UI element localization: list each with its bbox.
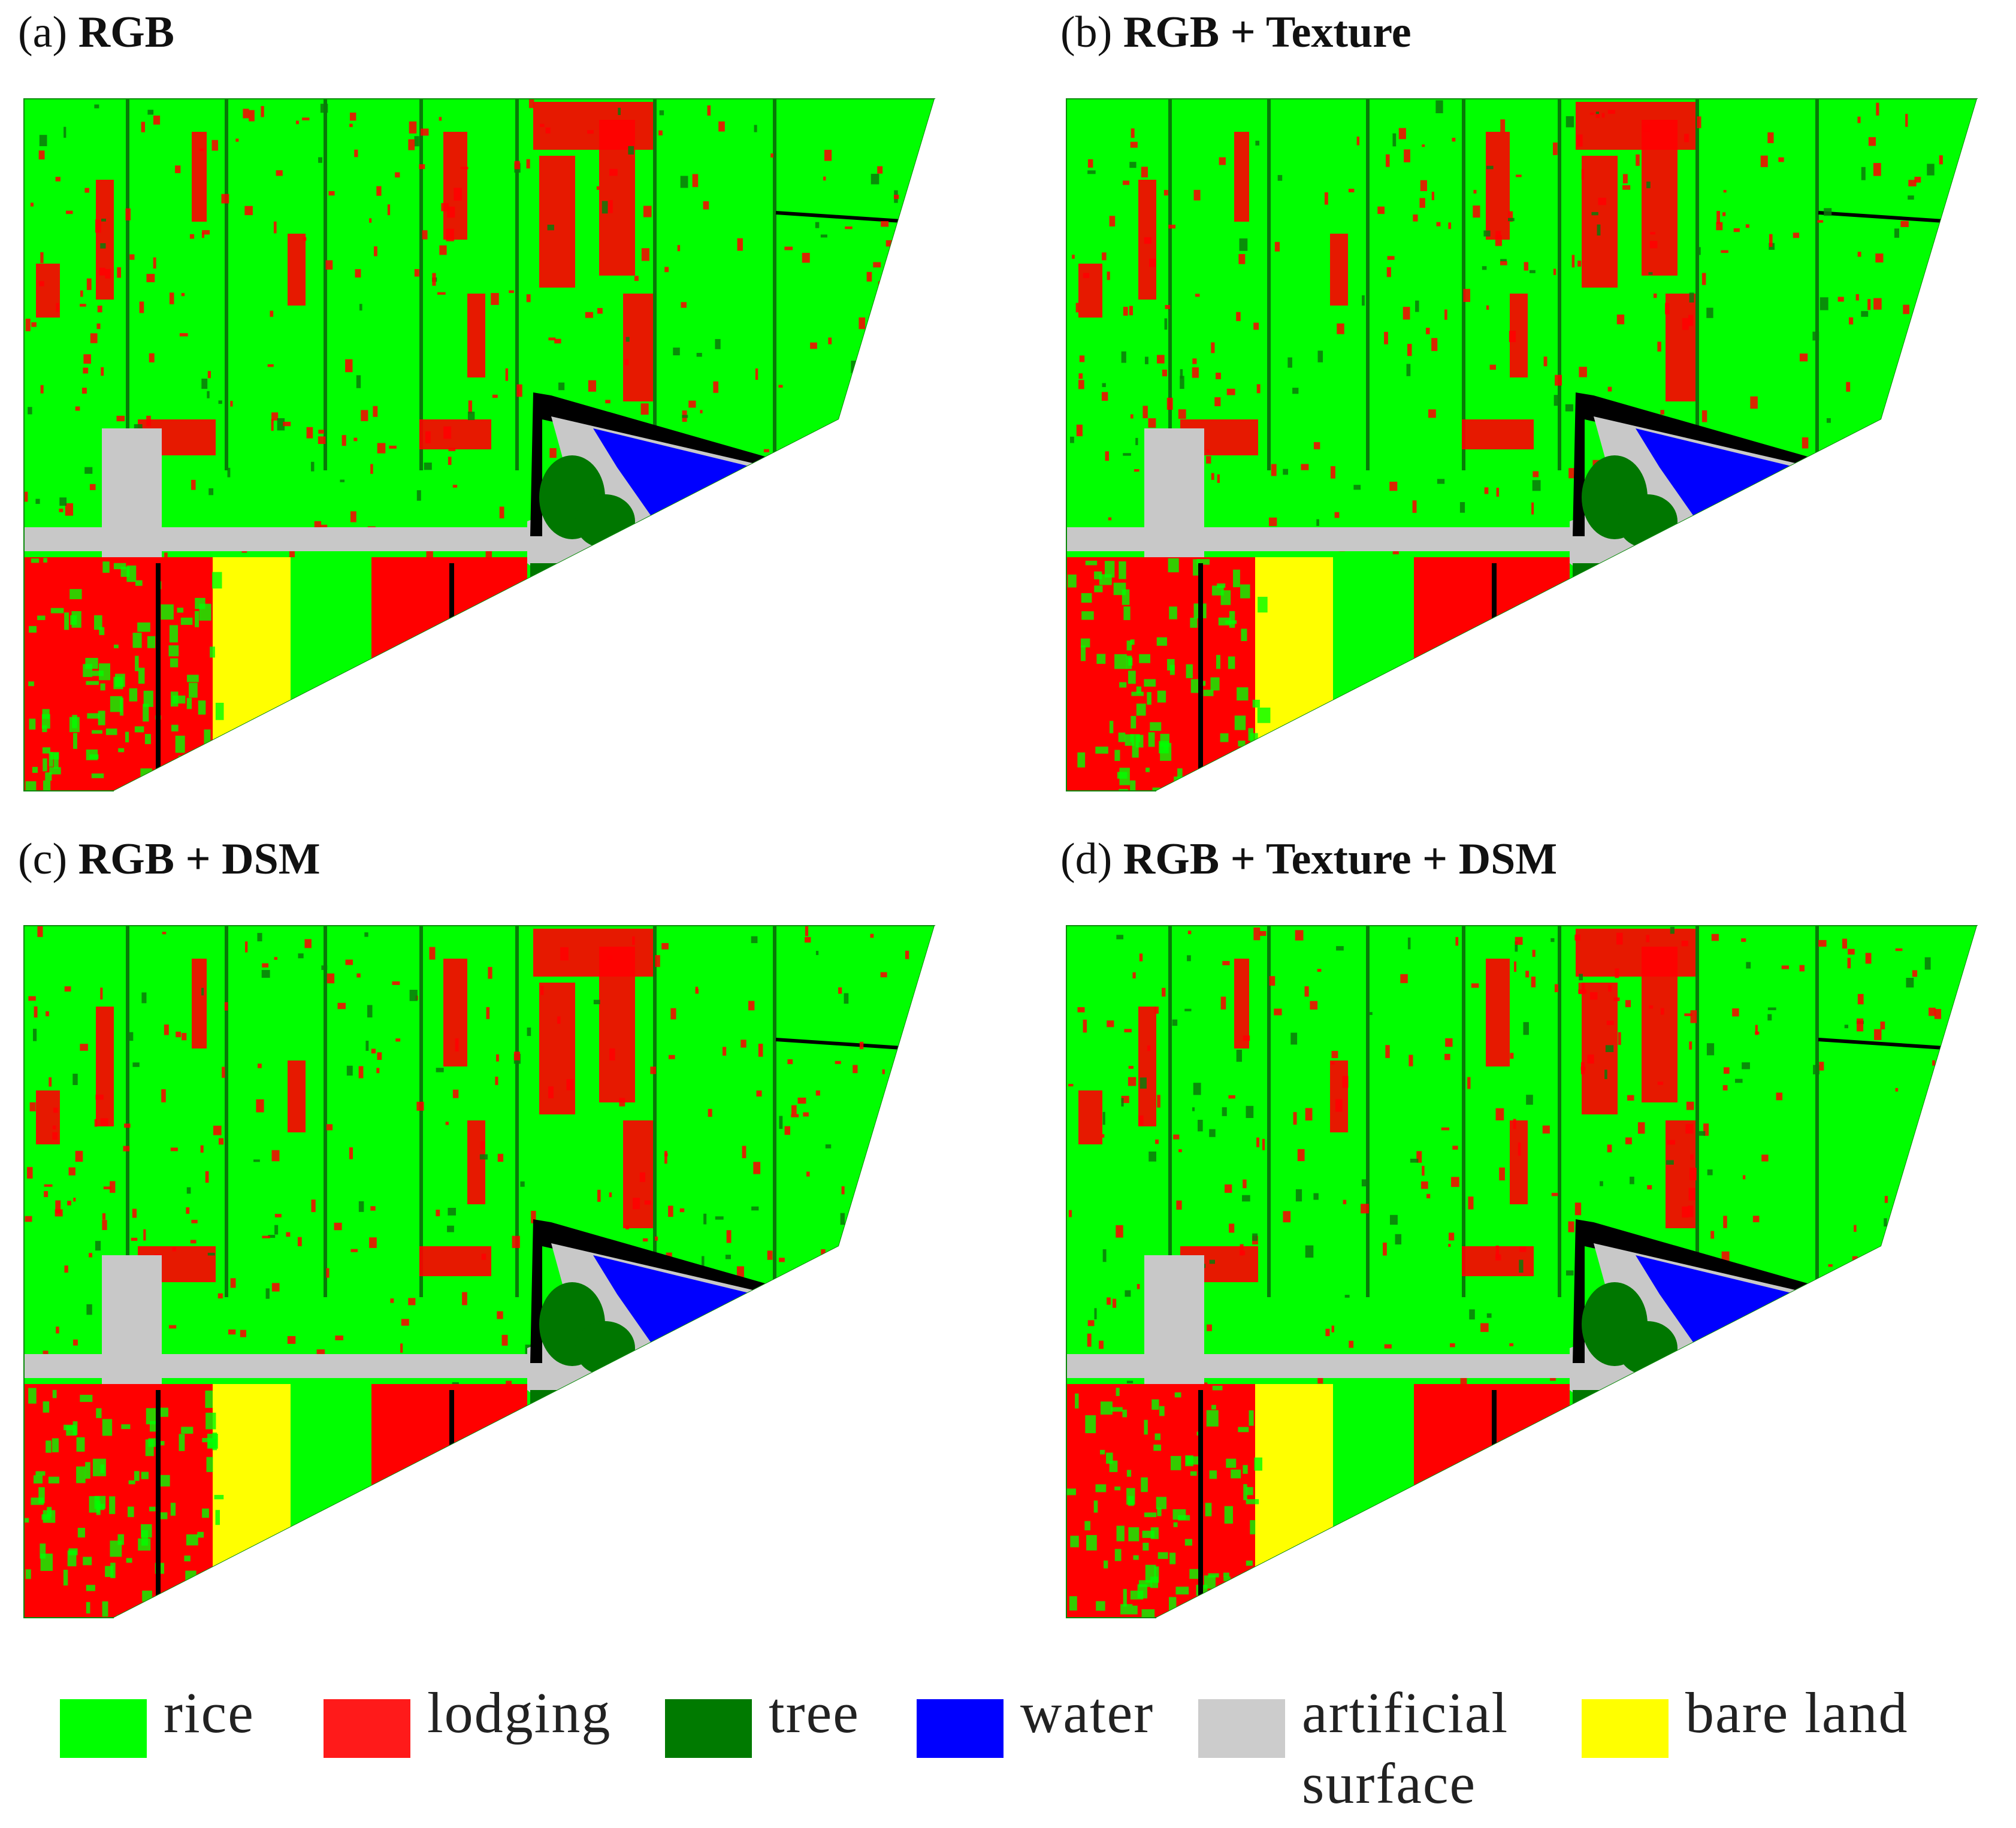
- map-background: [114, 926, 1018, 1654]
- panel-name: RGB + DSM: [78, 835, 321, 884]
- map-background: [1156, 99, 2016, 827]
- panel-b: (b) RGB + Texture: [1042, 0, 2016, 827]
- legend-swatch: [665, 1699, 752, 1758]
- legend-label: bare land: [1685, 1681, 1909, 1745]
- panel-title: (a) RGB: [18, 7, 174, 58]
- legend-label: lodging: [427, 1681, 612, 1745]
- legend-label: water: [1020, 1681, 1154, 1745]
- classification-map: [23, 925, 1018, 1654]
- legend-swatch: [60, 1699, 147, 1758]
- legend-swatch: [1198, 1699, 1285, 1758]
- legend-label: rice: [164, 1681, 255, 1745]
- panel-c: (c) RGB + DSM: [0, 827, 1018, 1654]
- legend-item-tree: tree: [665, 1678, 860, 1758]
- legend-label: tree: [769, 1681, 860, 1745]
- panel-label: (c): [18, 835, 68, 884]
- panel-name: RGB: [78, 8, 174, 57]
- legend: rice lodging tree water artificial surfa…: [60, 1678, 1977, 1821]
- legend-item-rice: rice: [60, 1678, 255, 1758]
- map-background: [114, 99, 1018, 827]
- classification-map: [1066, 98, 2016, 827]
- panel-d: (d) RGB + Texture + DSM: [1042, 827, 2016, 1654]
- legend-swatch: [917, 1699, 1004, 1758]
- legend-swatch: [1582, 1699, 1669, 1758]
- panel-title: (b) RGB + Texture: [1060, 7, 1411, 58]
- legend-item-water: water: [917, 1678, 1154, 1758]
- panel-name: RGB + Texture + DSM: [1123, 835, 1558, 884]
- panel-label: (b): [1060, 8, 1113, 57]
- classification-map: [23, 98, 1018, 827]
- classification-map: [1066, 925, 2016, 1654]
- map-background: [1156, 926, 2016, 1654]
- legend-item-lodging: lodging: [324, 1678, 611, 1758]
- legend-swatch: [324, 1699, 410, 1758]
- legend-item-artificial-surface: artificial surface: [1198, 1678, 1553, 1819]
- panel-label: (d): [1060, 835, 1113, 884]
- panel-label: (a): [18, 8, 68, 57]
- panel-name: RGB + Texture: [1123, 8, 1411, 57]
- legend-label: artificial surface: [1302, 1681, 1509, 1815]
- panel-title: (c) RGB + DSM: [18, 834, 321, 885]
- panel-a: (a) RGB: [0, 0, 1018, 827]
- panel-title: (d) RGB + Texture + DSM: [1060, 834, 1557, 885]
- legend-item-bare-land: bare land: [1582, 1678, 1908, 1758]
